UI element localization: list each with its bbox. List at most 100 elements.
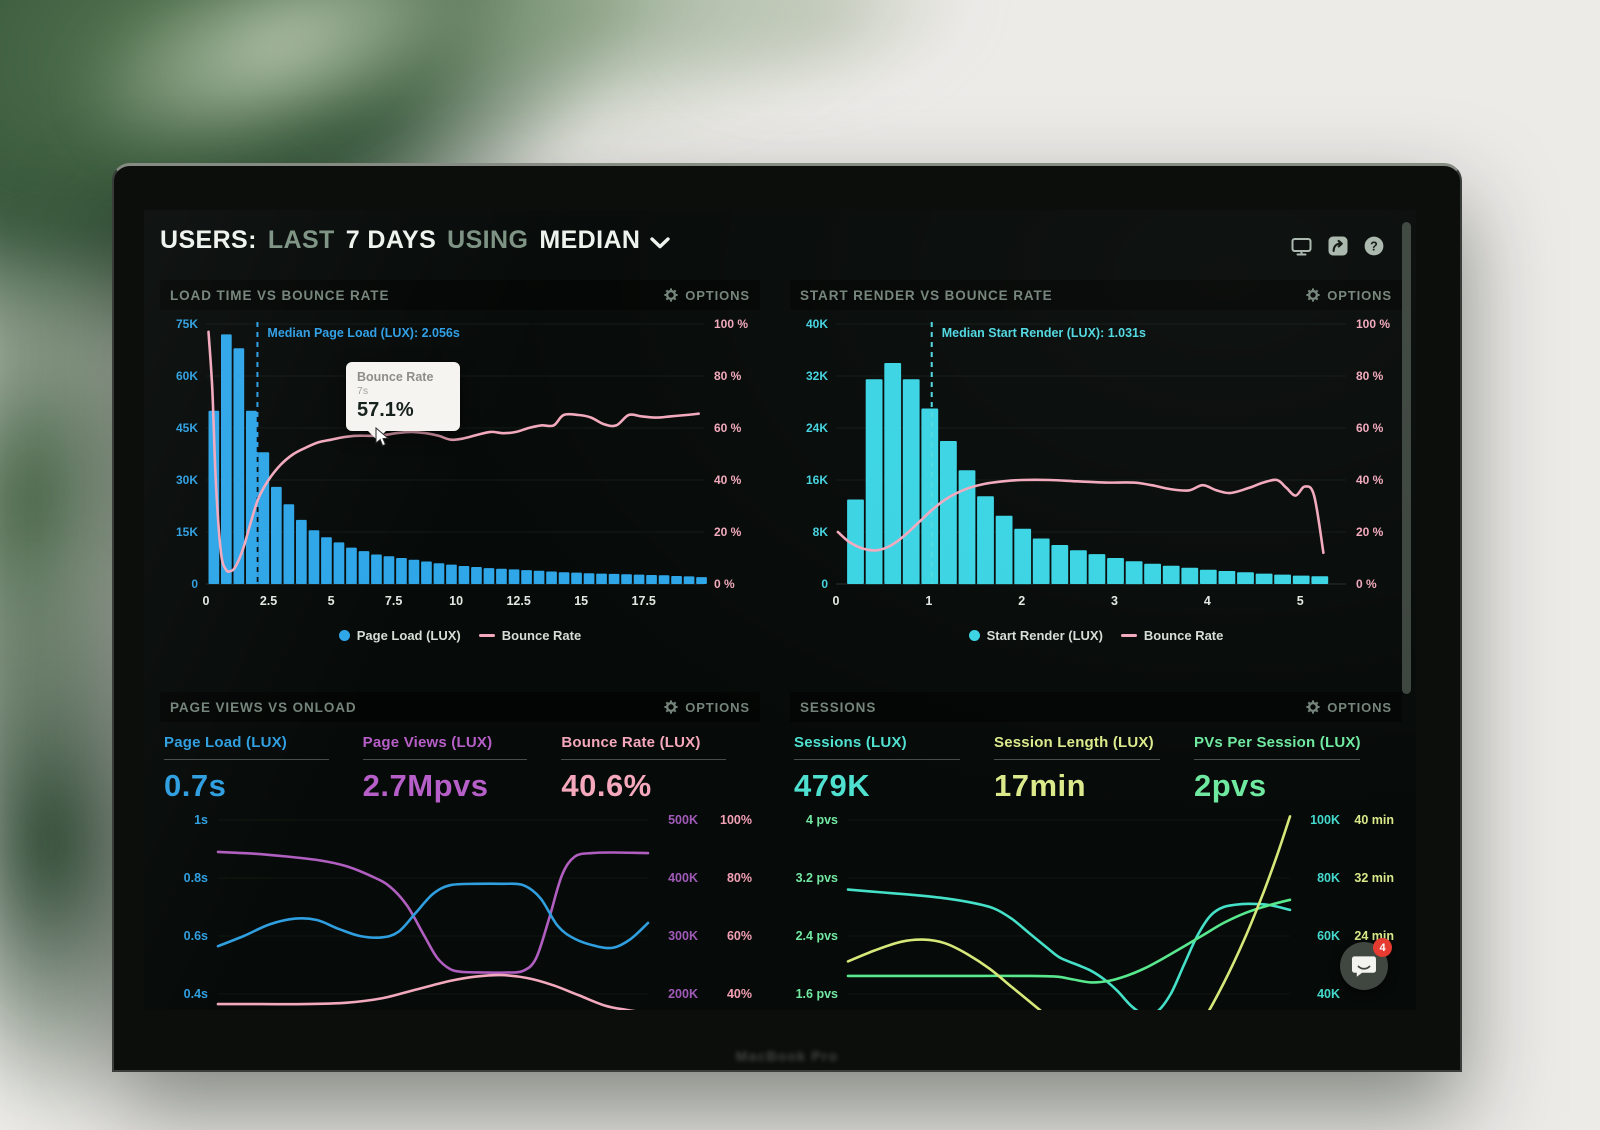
metric-label: Session Length (LUX): [994, 734, 1154, 751]
svg-text:3: 3: [1111, 594, 1118, 608]
metric-sessions: Sessions (LUX) 479K: [794, 734, 994, 804]
svg-text:10: 10: [449, 594, 463, 608]
chevron-down-icon[interactable]: [650, 236, 671, 249]
svg-text:100 %: 100 %: [714, 317, 748, 331]
metrics-row: Sessions (LUX) 479K Session Length (LUX)…: [790, 722, 1402, 804]
svg-text:0: 0: [833, 594, 840, 608]
panel-header: START RENDER VS BOUNCE RATE OPTIONS: [790, 280, 1402, 310]
svg-text:24K: 24K: [806, 421, 828, 435]
chart-legend[interactable]: Start Render (LUX) Bounce Rate: [790, 628, 1402, 643]
options-label: OPTIONS: [685, 699, 750, 715]
svg-text:20 %: 20 %: [714, 525, 742, 539]
bounce-rate-tooltip: Bounce Rate 7s 57.1%: [346, 362, 460, 440]
svg-text:60 %: 60 %: [1356, 421, 1384, 435]
svg-text:75K: 75K: [176, 317, 198, 331]
options-button[interactable]: OPTIONS: [1306, 700, 1392, 715]
chart-legend[interactable]: Page Load (LUX) Bounce Rate: [160, 628, 760, 643]
options-label: OPTIONS: [1327, 699, 1392, 715]
macbook-label: MacBook Pro: [735, 1048, 839, 1064]
metric-label: Bounce Rate (LUX): [561, 734, 701, 751]
panel-title: START RENDER VS BOUNCE RATE: [800, 287, 1053, 303]
svg-text:1.6 pvs: 1.6 pvs: [796, 987, 838, 1001]
metrics-row: Page Load (LUX) 0.7s Page Views (LUX) 2.…: [160, 722, 760, 804]
metric-value: 40.6%: [561, 768, 652, 803]
start-render-chart: 0 0 % 8K 20 % 16K 40 % 24K 60 % 32K 80 % 40K 100 % 0…: [806, 317, 1390, 608]
bounce-rate-legend-line: [1120, 634, 1137, 637]
svg-text:80 %: 80 %: [714, 369, 742, 383]
metric-bounce-rate: Bounce Rate (LUX) 40.6%: [561, 734, 760, 804]
svg-text:0.6s: 0.6s: [184, 929, 208, 943]
metric-value: 2pvs: [1194, 768, 1267, 803]
svg-text:8K: 8K: [813, 525, 829, 539]
svg-text:0 %: 0 %: [714, 577, 735, 591]
svg-text:200K: 200K: [668, 987, 698, 1001]
gear-icon: [1306, 288, 1320, 302]
svg-text:500K: 500K: [668, 813, 698, 827]
svg-text:60%: 60%: [727, 929, 752, 943]
legend-label: Bounce Rate: [501, 628, 582, 643]
svg-text:1: 1: [925, 594, 932, 608]
svg-text:5: 5: [1297, 594, 1304, 608]
scrollbar-thumb[interactable]: [1402, 222, 1411, 694]
svg-text:15: 15: [574, 594, 588, 608]
mouse-cursor: [375, 427, 390, 447]
svg-text:45K: 45K: [176, 421, 198, 435]
svg-text:7.5: 7.5: [385, 594, 402, 608]
help-icon[interactable]: ?: [1364, 236, 1384, 256]
metric-divider: [561, 759, 727, 760]
title-median: MEDIAN: [539, 226, 641, 254]
svg-text:3.2 pvs: 3.2 pvs: [796, 871, 838, 885]
svg-text:30K: 30K: [176, 473, 198, 487]
title-days: 7 DAYS: [345, 226, 437, 254]
dashboard-filter-dropdown[interactable]: USERS: LAST 7 DAYS USING MEDIAN: [160, 226, 671, 255]
panel-title: SESSIONS: [800, 699, 877, 715]
svg-text:80 %: 80 %: [1356, 369, 1384, 383]
svg-text:1s: 1s: [194, 813, 208, 827]
svg-text:60K: 60K: [1317, 929, 1340, 943]
options-button[interactable]: OPTIONS: [664, 700, 750, 715]
svg-text:300K: 300K: [668, 929, 698, 943]
chat-bubble-icon: [1351, 956, 1376, 977]
svg-text:100 %: 100 %: [1356, 317, 1390, 331]
title-users: USERS:: [160, 226, 257, 254]
tooltip-subtitle: 7s: [357, 385, 369, 397]
svg-text:32 min: 32 min: [1354, 871, 1394, 885]
panel-header: PAGE VIEWS VS ONLOAD OPTIONS: [160, 692, 760, 722]
metric-label: PVs Per Session (LUX): [1194, 734, 1361, 751]
svg-text:100%: 100%: [720, 813, 752, 827]
svg-text:400K: 400K: [668, 871, 698, 885]
metric-value: 17min: [994, 768, 1087, 803]
svg-text:20 %: 20 %: [1356, 525, 1384, 539]
panel-title: LOAD TIME VS BOUNCE RATE: [170, 287, 390, 303]
svg-text:80K: 80K: [1317, 871, 1340, 885]
chat-widget-button[interactable]: 4: [1340, 938, 1392, 990]
metric-page-load: Page Load (LUX) 0.7s: [164, 734, 363, 804]
svg-text:2.4 pvs: 2.4 pvs: [796, 929, 838, 943]
svg-text:0.8s: 0.8s: [184, 871, 208, 885]
svg-text:2.5: 2.5: [260, 594, 277, 608]
title-last: LAST: [267, 226, 335, 254]
options-button[interactable]: OPTIONS: [1306, 288, 1392, 303]
panel-header: SESSIONS OPTIONS: [790, 692, 1402, 722]
svg-text:12.5: 12.5: [506, 594, 530, 608]
dashboard-screen: USERS: LAST 7 DAYS USING MEDIAN: [144, 210, 1416, 1010]
svg-text:?: ?: [1370, 239, 1378, 253]
gear-icon: [664, 288, 678, 302]
options-button[interactable]: OPTIONS: [664, 288, 750, 303]
svg-text:17.5: 17.5: [632, 594, 656, 608]
page-views-chart: 1s 500K 100% 0.8s 400K 80% 0.6s 300K 60% 0.4s 200K…: [184, 813, 752, 1010]
share-icon[interactable]: [1328, 236, 1348, 256]
svg-text:40 %: 40 %: [1356, 473, 1384, 487]
load-time-chart: 0 0 % 15K 20 % 30K 40 % 45K 60 % 60K 80 % 75K 100 %…: [176, 317, 748, 608]
metric-divider: [794, 759, 960, 760]
metric-divider: [362, 759, 528, 760]
display-icon[interactable]: [1291, 237, 1312, 256]
gear-icon: [1306, 700, 1320, 714]
svg-text:40 min: 40 min: [1354, 813, 1394, 827]
svg-text:4: 4: [1204, 594, 1211, 608]
panel-sessions: SESSIONS OPTIONS S: [790, 692, 1402, 1010]
panel-header: LOAD TIME VS BOUNCE RATE OPTIONS: [160, 280, 760, 310]
options-label: OPTIONS: [685, 287, 750, 303]
panel-page-views: PAGE VIEWS VS ONLOAD OPTIONS: [160, 692, 760, 1010]
